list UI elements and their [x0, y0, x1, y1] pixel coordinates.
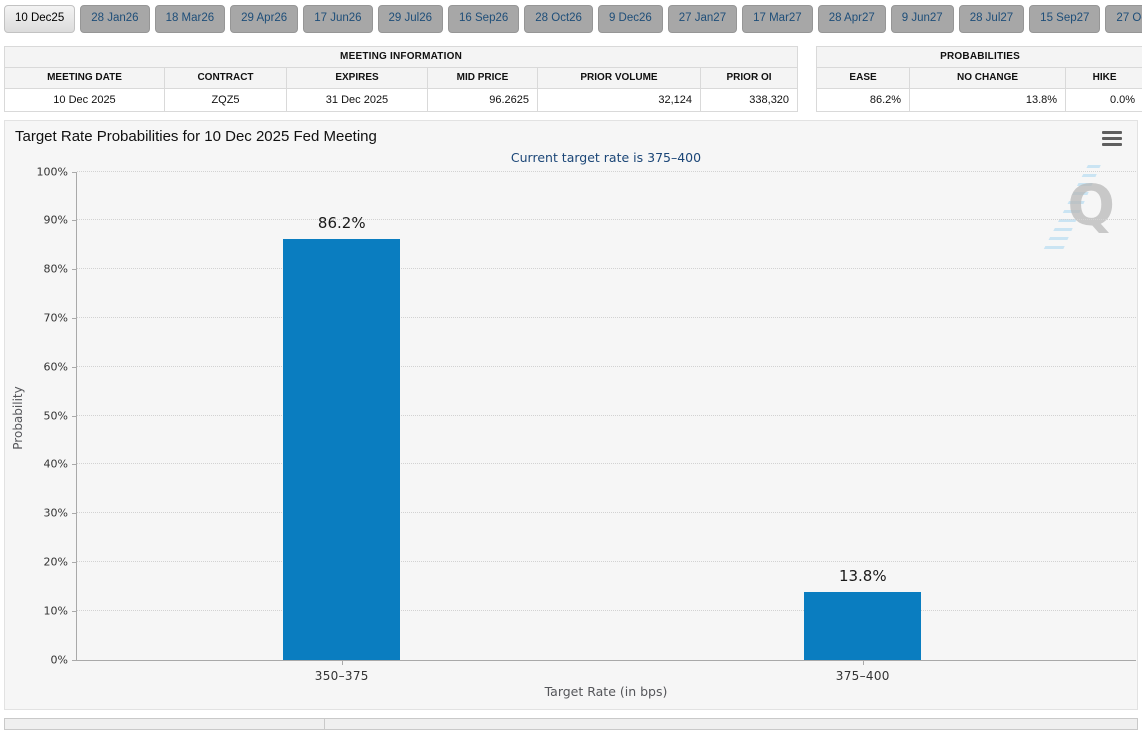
tab-27-jan27[interactable]: 27 Jan27: [667, 5, 738, 33]
ease-value: 86.2%: [816, 87, 911, 112]
y-gridline: [77, 170, 1136, 172]
probabilities-data-row: 86.2% 13.8% 0.0%: [816, 87, 1142, 112]
tab-28-oct26[interactable]: 28 Oct26: [524, 5, 593, 33]
tab-17-jun26[interactable]: 17 Jun26: [303, 5, 373, 33]
chart-subtitle: Current target rate is 375–400: [510, 149, 702, 165]
y-tick-mark: [72, 171, 77, 173]
partial-next-table-strip: [4, 717, 1138, 730]
tab-18-mar26[interactable]: 18 Mar26: [154, 5, 226, 33]
probability-bar[interactable]: [283, 238, 401, 660]
y-tick-mark: [72, 220, 77, 222]
y-tick-label: 10%: [43, 604, 68, 618]
y-gridline: [77, 463, 1136, 465]
contract-value: ZQZ5: [164, 87, 287, 112]
meeting-date-value: 10 Dec 2025: [4, 87, 165, 112]
col-prior-volume: PRIOR VOLUME: [537, 66, 701, 89]
col-ease: EASE: [816, 66, 911, 89]
y-tick-mark: [72, 366, 77, 368]
prior-oi-value: 338,320: [699, 87, 799, 112]
y-gridline: [77, 268, 1136, 270]
y-tick-mark: [72, 659, 77, 661]
target-rate-probability-chart: Target Rate Probabilities for 10 Dec 202…: [4, 119, 1138, 710]
meeting-information-title: MEETING INFORMATION: [3, 45, 799, 68]
x-category-label: 350–375: [314, 668, 369, 683]
y-tick-mark: [72, 464, 77, 466]
y-tick-label: 20%: [43, 555, 68, 569]
x-tick-mark: [862, 659, 864, 665]
tab-17-mar27[interactable]: 17 Mar27: [742, 5, 813, 33]
y-tick-label: 100%: [36, 165, 68, 178]
y-tick-mark: [72, 513, 77, 515]
partial-table-cell: [325, 719, 1137, 729]
y-tick-label: 70%: [43, 311, 68, 325]
y-tick-label: 0%: [50, 653, 68, 666]
y-tick-mark: [72, 610, 77, 612]
col-no-change: NO CHANGE: [909, 66, 1067, 89]
y-gridline: [77, 609, 1136, 611]
y-gridline: [77, 414, 1136, 416]
x-axis-title: Target Rate (in bps): [544, 683, 668, 699]
probabilities-table: PROBABILITIES EASE NO CHANGE HIKE 86.2% …: [816, 45, 1142, 112]
prior-volume-value: 32,124: [537, 87, 701, 112]
col-hike: HIKE: [1065, 66, 1142, 89]
bar-value-label: 86.2%: [317, 213, 366, 232]
tab-15-sep27[interactable]: 15 Sep27: [1029, 5, 1101, 33]
hike-value: 0.0%: [1065, 87, 1142, 112]
tab-27-oct27[interactable]: 27 Oct27: [1105, 5, 1142, 33]
plot-area: 0% 10% 20% 30% 40% 50% 60% 70% 80% 90% 100% 86.2% 35…: [37, 165, 1136, 683]
x-category-label: 375–400: [835, 668, 890, 683]
y-gridline: [77, 365, 1136, 367]
partial-table-cell: [5, 718, 325, 729]
y-tick-label: 40%: [43, 457, 68, 471]
y-tick-label: 90%: [43, 213, 68, 227]
y-gridline: [77, 512, 1136, 514]
meeting-information-data-row: 10 Dec 2025 ZQZ5 31 Dec 2025 96.2625 32,…: [4, 87, 799, 112]
col-mid-price: MID PRICE: [427, 66, 538, 89]
y-tick-label: 80%: [43, 262, 68, 276]
meeting-information-table: MEETING INFORMATION MEETING DATE CONTRAC…: [3, 45, 799, 112]
hamburger-menu-icon[interactable]: [1102, 130, 1122, 146]
tab-28-jan26[interactable]: 28 Jan26: [80, 5, 150, 33]
tab-29-jul26[interactable]: 29 Jul26: [377, 5, 444, 33]
col-prior-oi: PRIOR OI: [699, 66, 799, 89]
no-change-value: 13.8%: [909, 87, 1067, 112]
y-gridline: [77, 219, 1136, 221]
y-tick-mark: [72, 561, 77, 563]
tab-9-dec26[interactable]: 9 Dec26: [597, 5, 663, 33]
probabilities-title: PROBABILITIES: [816, 45, 1142, 68]
y-tick-label: 30%: [43, 506, 68, 520]
probabilities-header-row: EASE NO CHANGE HIKE: [816, 66, 1142, 89]
y-tick-mark: [72, 415, 77, 417]
bar-value-label: 13.8%: [838, 567, 887, 586]
tab-28-apr27[interactable]: 28 Apr27: [817, 5, 886, 33]
probability-bar[interactable]: [804, 592, 922, 660]
mid-price-value: 96.2625: [427, 87, 538, 112]
chart-title: Target Rate Probabilities for 10 Dec 202…: [15, 127, 377, 145]
y-tick-mark: [72, 317, 77, 319]
col-meeting-date: MEETING DATE: [4, 66, 165, 89]
y-tick-mark: [72, 269, 77, 271]
y-gridline: [77, 316, 1136, 318]
summary-tables: MEETING INFORMATION MEETING DATE CONTRAC…: [3, 45, 1142, 112]
y-tick-label: 50%: [43, 409, 68, 422]
tab-10-dec25[interactable]: 10 Dec25: [4, 5, 76, 33]
tab-29-apr26[interactable]: 29 Apr26: [230, 5, 299, 33]
meeting-information-header-row: MEETING DATE CONTRACT EXPIRES MID PRICE …: [4, 66, 799, 89]
col-expires: EXPIRES: [286, 66, 428, 89]
tab-28-jul27[interactable]: 28 Jul27: [958, 5, 1025, 33]
col-contract: CONTRACT: [164, 66, 287, 89]
tab-16-sep26[interactable]: 16 Sep26: [448, 5, 520, 33]
y-tick-label: 60%: [43, 360, 68, 374]
expires-value: 31 Dec 2025: [286, 87, 428, 112]
meeting-tabs: 10 Dec25 28 Jan26 18 Mar26 29 Apr26 17 Jun26…: [0, 0, 1142, 33]
x-tick-mark: [341, 659, 343, 665]
y-gridline: [77, 560, 1136, 562]
tab-9-jun27[interactable]: 9 Jun27: [890, 5, 954, 33]
